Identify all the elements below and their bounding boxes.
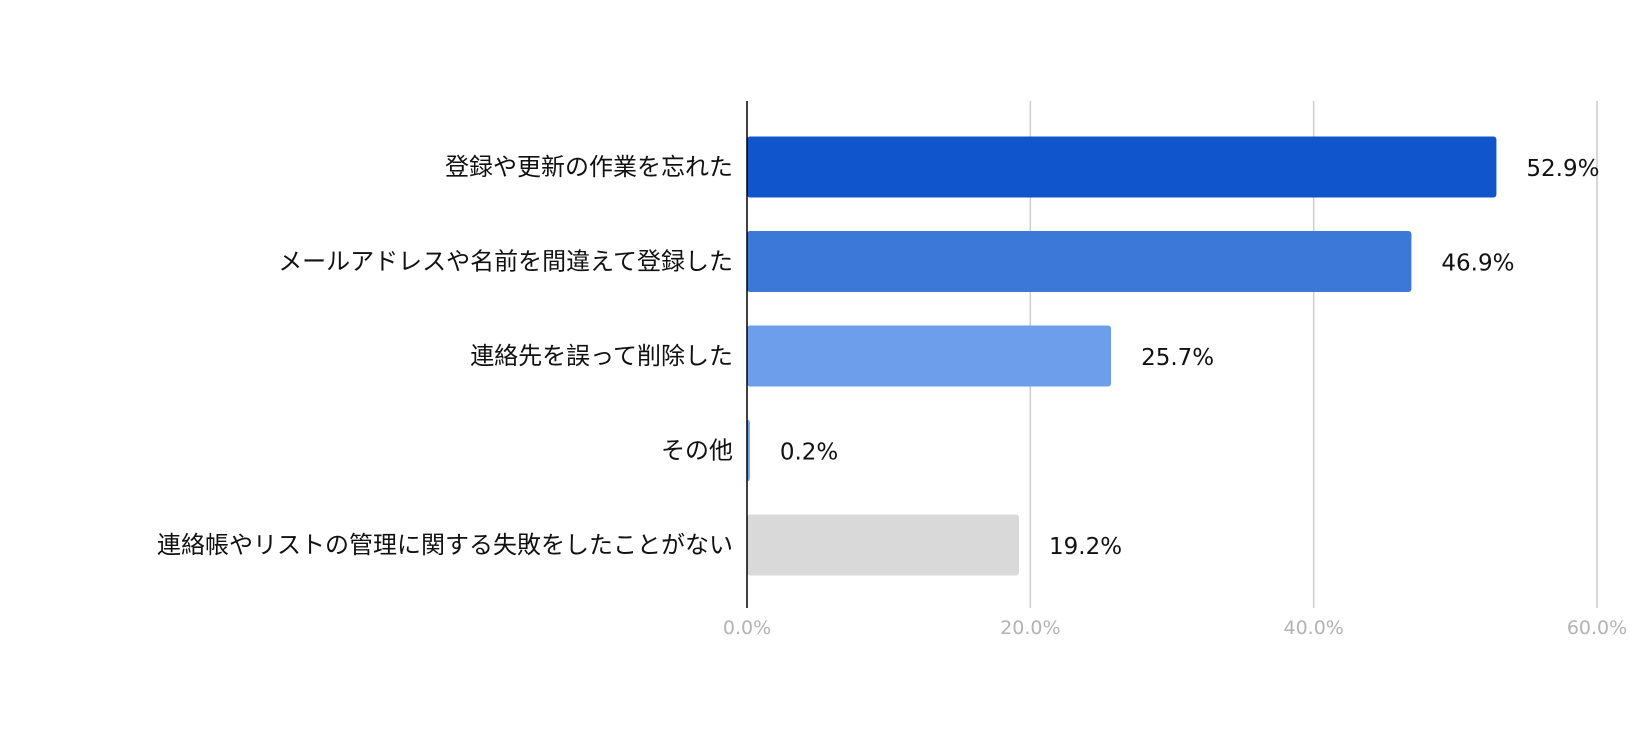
category-label: 連絡先を誤って削除した bbox=[470, 342, 733, 370]
x-tick-label: 20.0% bbox=[1000, 617, 1060, 639]
bars bbox=[747, 136, 1497, 576]
category-label: その他 bbox=[661, 437, 733, 465]
x-tick-label: 60.0% bbox=[1567, 617, 1627, 639]
bar bbox=[747, 231, 1412, 292]
category-label: 登録や更新の作業を忘れた bbox=[445, 153, 733, 181]
x-tick-label: 0.0% bbox=[723, 617, 771, 639]
data-label: 19.2% bbox=[1049, 534, 1122, 560]
bar bbox=[747, 514, 1019, 576]
x-tick-label: 40.0% bbox=[1283, 617, 1343, 639]
category-label: メールアドレスや名前を間違えて登録した bbox=[278, 248, 733, 276]
bar bbox=[747, 136, 1497, 198]
labels: 0.0% 20.0% 40.0% 60.0% 登録や更新の作業を忘れた 52.9% メールア… bbox=[157, 153, 1627, 639]
data-label: 52.9% bbox=[1526, 156, 1599, 182]
bar bbox=[747, 325, 1112, 387]
category-label: 連絡帳やリストの管理に関する失敗をしたことがない bbox=[157, 531, 733, 559]
data-label: 25.7% bbox=[1141, 345, 1214, 371]
data-label: 0.2% bbox=[780, 440, 838, 466]
data-label: 46.9% bbox=[1441, 251, 1514, 277]
